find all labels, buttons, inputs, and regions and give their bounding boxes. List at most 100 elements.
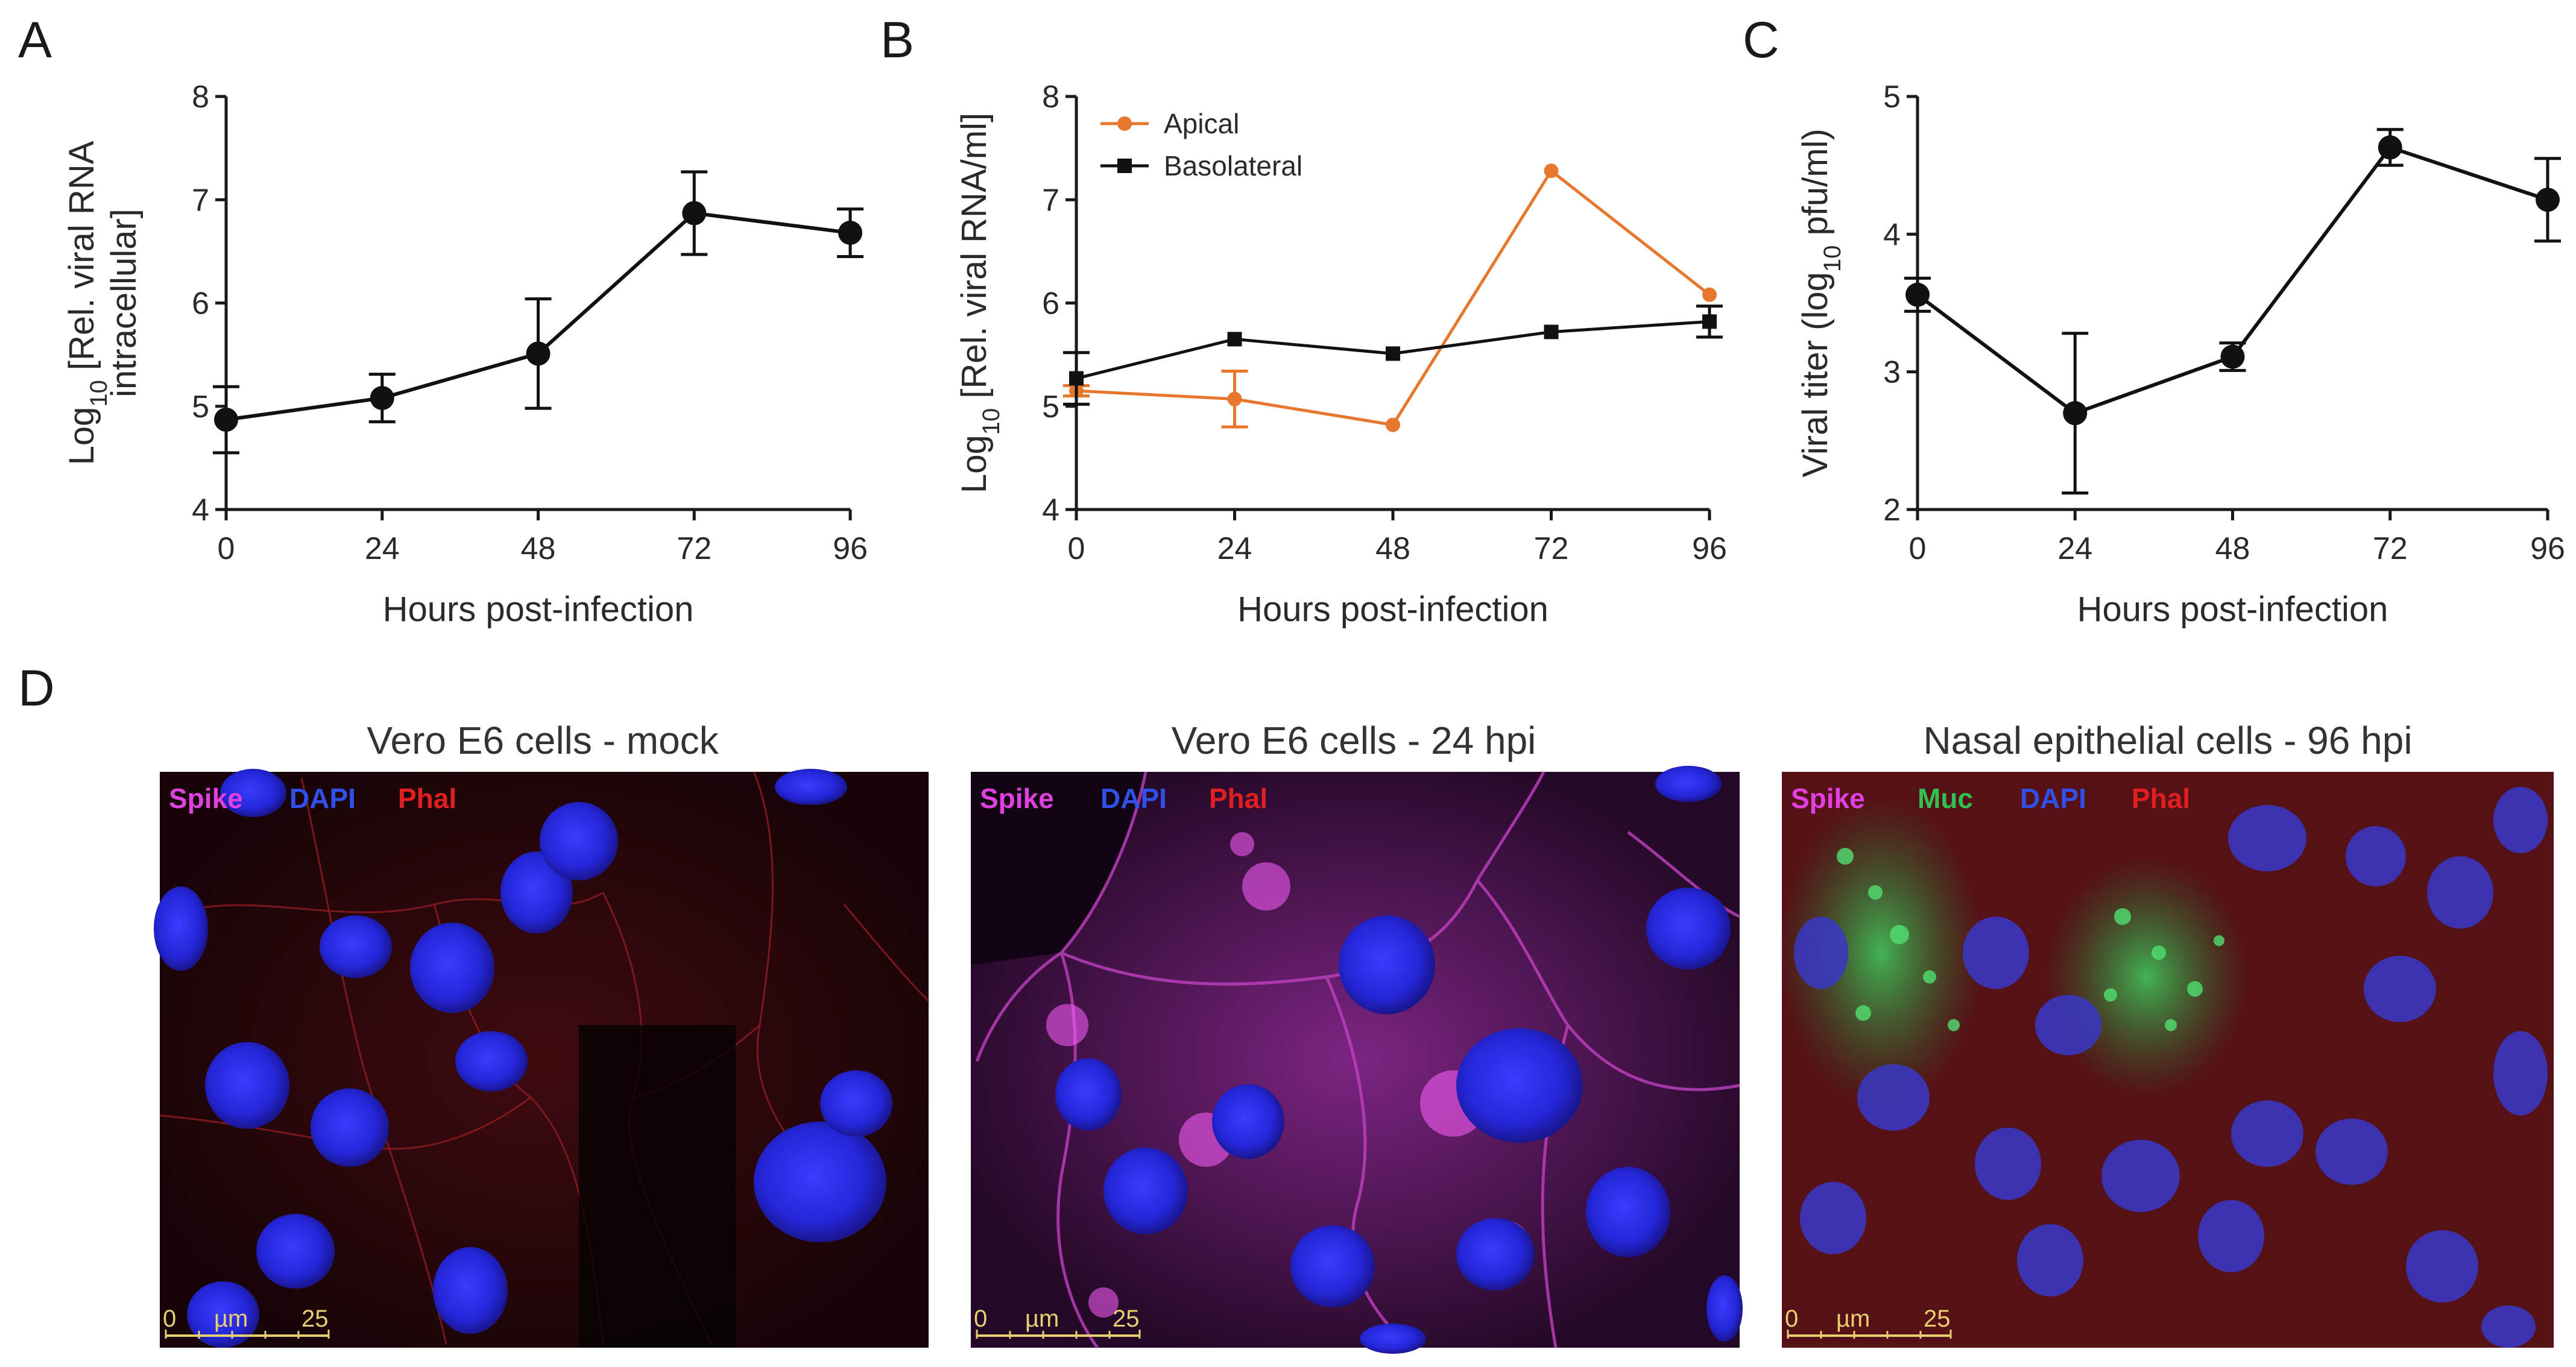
x-tick-label: 0 [218,531,235,566]
y-tick-label: 2 [1883,493,1901,528]
x-tick-label: 72 [1534,531,1569,566]
legend-marker [1117,116,1132,131]
stain-label: DAPI [1100,783,1167,814]
legend-label: Basolateral [1164,150,1302,182]
data-point [1227,332,1242,347]
nuclei [1794,787,2548,1348]
micrograph-title-24hpi: Vero E6 cells - 24 hpi [1172,719,1536,762]
scale-bar: 0 µm 25 [974,1305,1141,1339]
panel-letter-b: B [880,11,914,68]
data-point [1069,371,1084,386]
stain-label: DAPI [289,783,356,814]
data-point [526,341,551,366]
stain-legend-24hpi: Spike DAPI Phal [980,783,1267,814]
data-point [838,221,862,245]
y-tick-label: 5 [1042,390,1059,425]
x-tick-label: 48 [521,531,556,566]
stain-label: Phal [1209,783,1267,814]
y-tick-label: 5 [1883,80,1901,115]
panel-letter-d: D [18,660,55,716]
scale-start: 0 [1785,1305,1798,1332]
stain-label: Spike [1791,783,1865,814]
y-axis-label: Log10 [Rel. viral RNA/ml] [955,113,1005,493]
x-axis-label: Hours post-infection [383,590,694,629]
y-tick-label: 5 [192,390,209,425]
panel-letter-c: C [1743,11,1779,68]
data-point [1702,287,1717,302]
scale-unit: µm [214,1305,248,1332]
data-point [2378,135,2402,160]
mucin-region [2044,856,2249,1097]
y-axis-label: intracellular] [104,209,144,397]
scale-end: 25 [1924,1305,1951,1332]
x-axis-label: Hours post-infection [1237,590,1548,629]
data-point [1386,417,1400,432]
data-point [2220,344,2245,369]
x-tick-label: 96 [833,531,868,566]
y-axis-label: Viral titer (log10 pfu/ml) [1796,128,1846,478]
x-tick-label: 72 [2373,531,2408,566]
data-point [214,408,238,432]
stain-label: DAPI [2020,783,2086,814]
micrograph-nasal [1779,772,2554,1348]
y-axis-label: Log10 [Rel. viral RNA [62,140,112,465]
data-point [1227,391,1242,406]
x-tick-label: 96 [1692,531,1727,566]
stain-label: Phal [2132,783,2190,814]
chart-b: 4 5 6 7 8 0 24 48 72 96 Hours post-infection Log10 … [955,80,1727,629]
y-tick-label: 7 [1042,183,1059,218]
x-axis-label: Hours post-infection [2077,590,2388,629]
chart-c: 2 3 4 5 0 24 48 72 96 Hours post-infection Viral t… [1796,80,2565,629]
x-tick-label: 72 [677,531,712,566]
mucin-granules [1837,848,2224,1031]
chart-a: 4 5 6 7 8 0 24 48 72 96 Hours post-infection Log10 … [62,80,868,629]
micrograph-24hpi [971,766,1743,1354]
scale-start: 0 [163,1305,176,1332]
legend-marker [1117,159,1132,173]
data-point [1544,163,1559,178]
mucin-region [1779,796,1984,1110]
scale-bar: 0 µm 25 [163,1305,330,1339]
y-tick-label: 4 [1883,217,1901,252]
y-tick-label: 8 [192,80,209,115]
stain-label: Muc [1918,783,1973,814]
panel-letter-a: A [18,11,52,68]
data-point [682,201,707,226]
micrograph-mock [154,769,930,1348]
data-point [1386,346,1400,361]
nuclei [154,769,892,1348]
stain-label: Spike [169,783,243,814]
x-tick-label: 24 [365,531,400,566]
micrograph-title-mock: Vero E6 cells - mock [367,719,719,762]
x-tick-label: 24 [2057,531,2092,566]
micrograph-title-nasal: Nasal epithelial cells - 96 hpi [1923,719,2412,762]
stain-legend-mock: Spike DAPI Phal [169,783,456,814]
y-tick-label: 4 [192,493,209,528]
y-tick-label: 4 [1042,493,1059,528]
y-tick-label: 6 [192,286,209,321]
y-tick-label: 7 [192,183,209,218]
data-point [1905,282,1930,307]
x-tick-label: 48 [1375,531,1410,566]
data-point [1544,324,1559,339]
data-point [1702,314,1717,329]
x-tick-label: 96 [2530,531,2565,566]
scale-unit: µm [1836,1305,1870,1332]
scale-end: 25 [1113,1305,1140,1332]
stain-legend-nasal: Spike Muc DAPI Phal [1791,783,2190,814]
x-tick-label: 0 [1068,531,1085,566]
series-line [1916,145,2548,415]
x-tick-label: 24 [1217,531,1252,566]
x-tick-label: 0 [1909,531,1927,566]
nuclei [1055,766,1743,1354]
x-tick-label: 48 [2215,531,2250,566]
data-point [2063,401,2088,426]
scale-start: 0 [974,1305,987,1332]
scale-end: 25 [301,1305,329,1332]
data-point [370,386,394,411]
series-line [1076,169,1711,427]
scale-unit: µm [1025,1305,1059,1332]
stain-label: Phal [398,783,456,814]
y-tick-label: 8 [1042,80,1059,115]
